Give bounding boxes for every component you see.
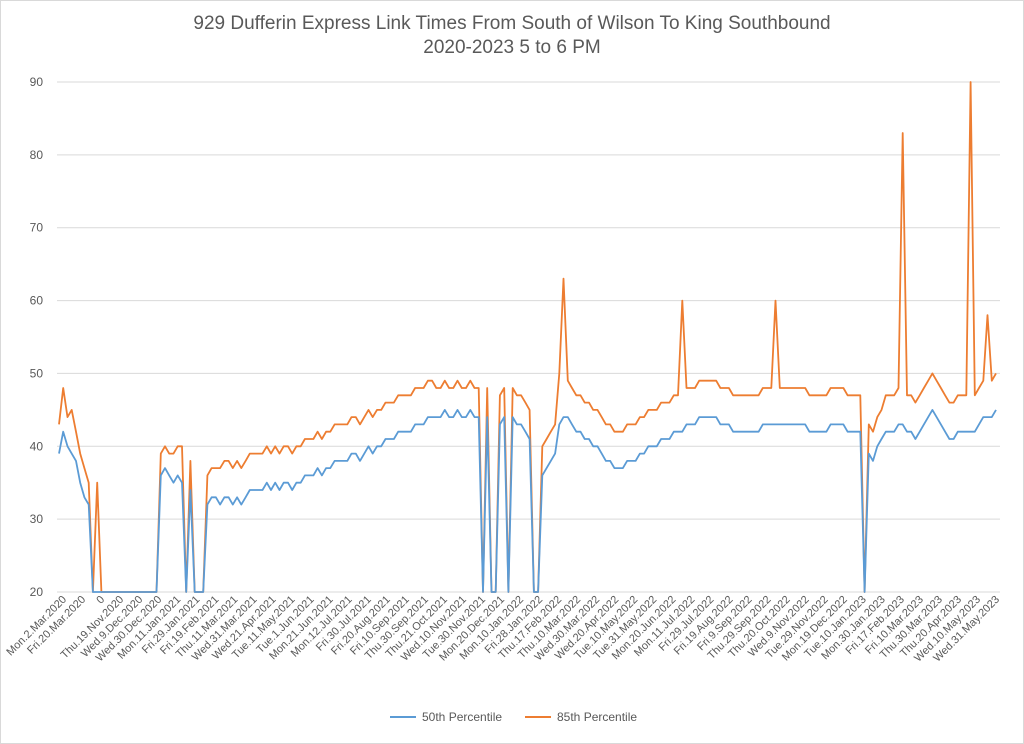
x-tick-label: 0 bbox=[94, 594, 107, 607]
y-tick-label: 30 bbox=[30, 512, 44, 526]
legend-item-50th: 50th Percentile bbox=[390, 710, 502, 724]
legend-label-50th: 50th Percentile bbox=[422, 710, 503, 724]
y-tick-label: 50 bbox=[30, 366, 44, 380]
y-tick-label: 80 bbox=[30, 148, 44, 162]
chart-subtitle: 2020-2023 5 to 6 PM bbox=[423, 37, 601, 58]
legend-item-85th: 85th Percentile bbox=[525, 710, 637, 724]
legend-swatch-50th bbox=[390, 716, 416, 718]
chart-title: 929 Dufferin Express Link Times From Sou… bbox=[193, 13, 831, 34]
legend-label-85th: 85th Percentile bbox=[557, 710, 638, 724]
y-tick-label: 90 bbox=[30, 75, 44, 89]
y-tick-label: 20 bbox=[30, 585, 44, 599]
y-tick-label: 70 bbox=[30, 221, 44, 235]
series-line-50th-percentile bbox=[58, 409, 997, 593]
series-line-85th-percentile bbox=[58, 81, 997, 593]
y-tick-label: 60 bbox=[30, 294, 44, 308]
legend: 50th Percentile 85th Percentile bbox=[0, 710, 1024, 730]
y-tick-label: 40 bbox=[30, 439, 44, 453]
legend-swatch-85th bbox=[525, 716, 551, 718]
